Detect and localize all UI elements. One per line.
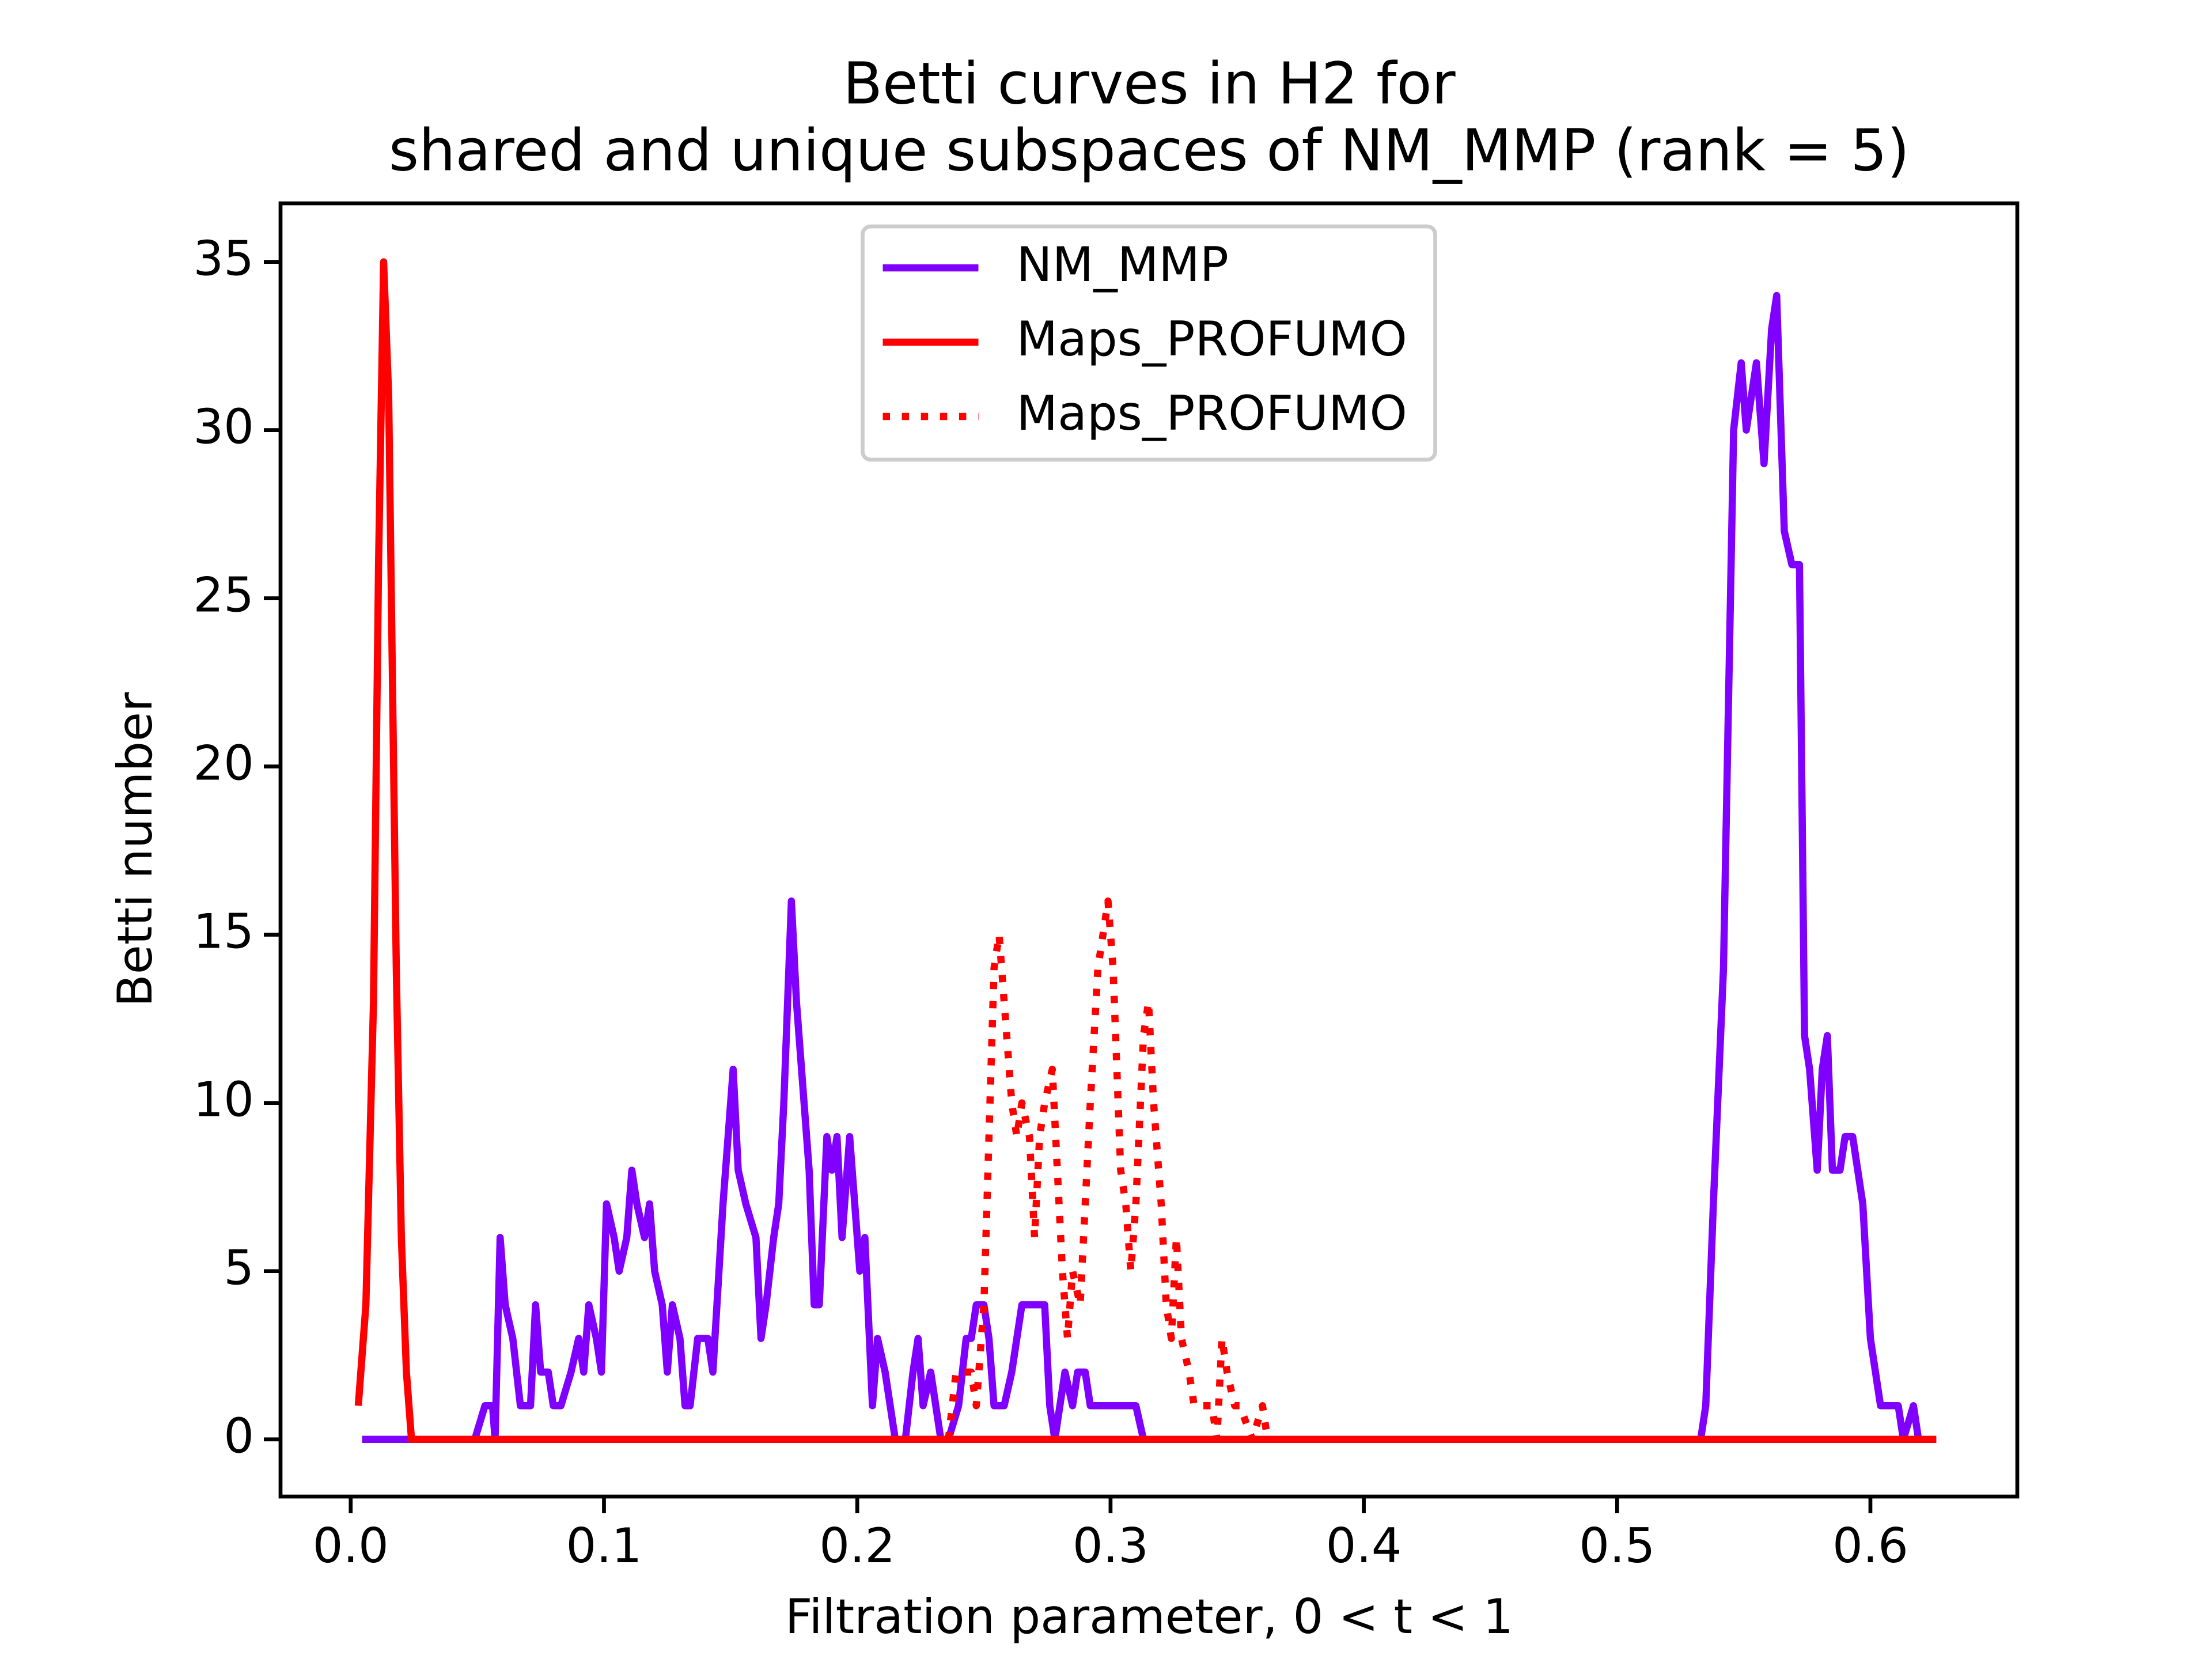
- x-tick-label: 0.4: [1326, 1518, 1402, 1574]
- legend-label: Maps_PROFUMO: [1017, 311, 1407, 367]
- y-tick-label: 35: [193, 231, 254, 287]
- x-axis-label: Filtration parameter, 0 < t < 1: [785, 1589, 1513, 1645]
- plot-area: [354, 258, 1937, 1443]
- legend-label: Maps_PROFUMO: [1017, 385, 1407, 441]
- y-tick-label: 10: [193, 1072, 254, 1128]
- axes-frame: [278, 201, 2020, 1499]
- x-tick-label: 0.2: [819, 1518, 895, 1574]
- y-tick-label: 30: [193, 399, 254, 455]
- chart-title: shared and unique subspaces of NM_MMP (r…: [389, 116, 1910, 184]
- y-tick-label: 20: [193, 736, 254, 791]
- chart-title: Betti curves in H2 for: [843, 50, 1456, 117]
- y-tick-label: 0: [224, 1408, 254, 1464]
- x-tick-label: 0.5: [1579, 1518, 1655, 1574]
- x-tick-label: 0.6: [1832, 1518, 1908, 1574]
- legend-label: NM_MMP: [1017, 237, 1229, 293]
- series-line: [945, 897, 1271, 1443]
- x-tick-label: 0.1: [566, 1518, 642, 1574]
- series-line: [362, 291, 1937, 1443]
- x-tick-label: 0.0: [313, 1518, 389, 1574]
- x-tick-label: 0.3: [1073, 1518, 1149, 1574]
- legend: NM_MMP Maps_PROFUMO Maps_PROFUMO: [861, 224, 1437, 462]
- y-tick-label: 25: [193, 567, 254, 623]
- legend-box: [861, 224, 1437, 462]
- series-line: [354, 258, 1937, 1443]
- y-tick-label: 15: [193, 904, 254, 960]
- y-tick-label: 5: [224, 1240, 254, 1296]
- y-axis-label: Betti number: [107, 692, 163, 1007]
